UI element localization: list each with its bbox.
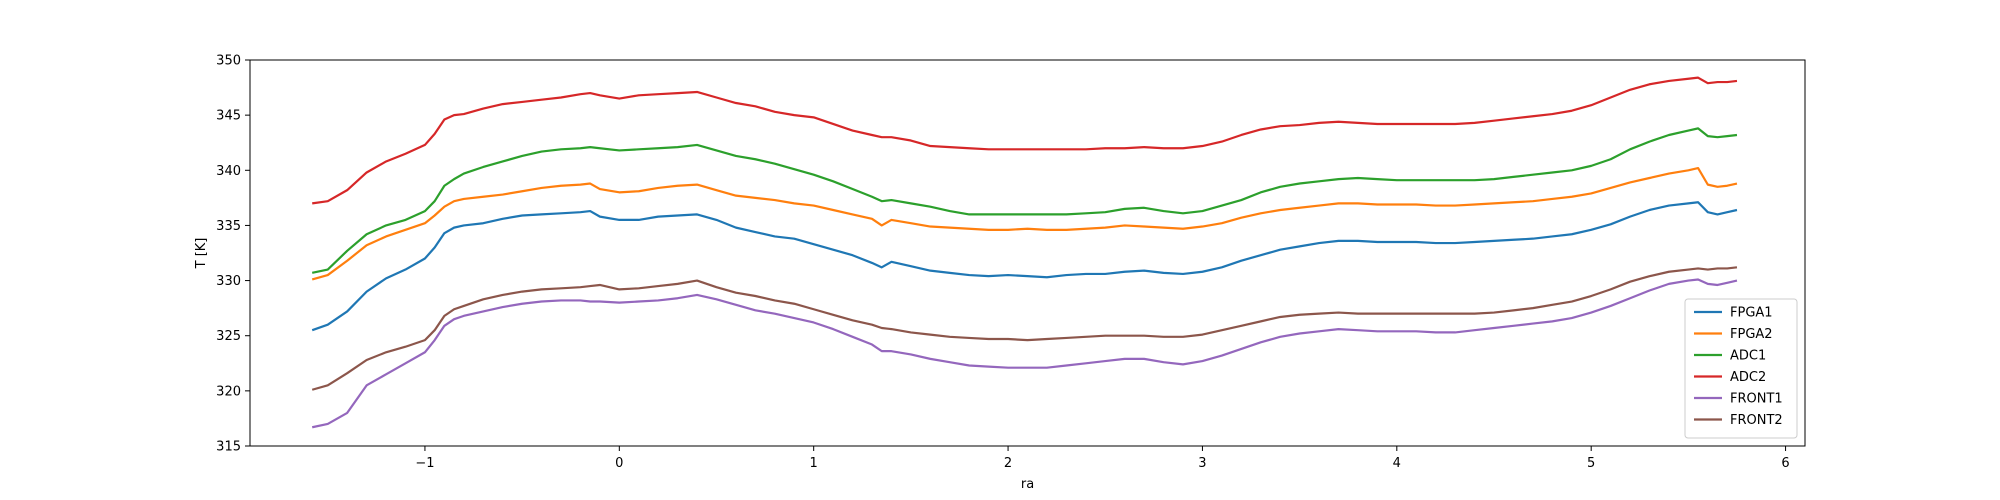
series-line-front2 bbox=[311, 266, 1738, 391]
x-tick-label: 6 bbox=[1781, 456, 1789, 471]
x-axis: −1 0 1 2 3 4 5 6 bbox=[415, 446, 1790, 471]
legend-label-adc1: ADC1 bbox=[1730, 349, 1766, 364]
series-line-front1 bbox=[311, 278, 1738, 429]
x-tick-label: 4 bbox=[1393, 456, 1401, 471]
x-tick-label: 2 bbox=[1004, 456, 1012, 471]
legend-label-fpga1: FPGA1 bbox=[1730, 306, 1773, 321]
legend: FPGA1 FPGA2 ADC1 ADC2 FRONT1 FRONT2 bbox=[1684, 298, 1798, 439]
y-tick-label: 340 bbox=[216, 164, 241, 179]
x-tick-label: 0 bbox=[615, 456, 623, 471]
x-tick-label: −1 bbox=[415, 456, 434, 471]
x-tick-label: 1 bbox=[810, 456, 818, 471]
y-tick-label: 345 bbox=[216, 109, 241, 124]
series-line-fpga2 bbox=[311, 166, 1738, 281]
y-tick-label: 315 bbox=[216, 440, 241, 455]
x-tick-label: 5 bbox=[1587, 456, 1595, 471]
legend-label-adc2: ADC2 bbox=[1730, 370, 1766, 385]
legend-label-front2: FRONT2 bbox=[1730, 413, 1783, 428]
y-tick-label: 335 bbox=[216, 219, 241, 234]
series-line-fpga1 bbox=[311, 201, 1738, 332]
y-axis-label: T [K] bbox=[194, 238, 209, 270]
series-line-adc1 bbox=[311, 127, 1738, 274]
series-layer bbox=[311, 76, 1738, 429]
y-tick-label: 350 bbox=[216, 54, 241, 69]
x-tick-label: 3 bbox=[1198, 456, 1206, 471]
legend-label-fpga2: FPGA2 bbox=[1730, 327, 1773, 342]
y-tick-label: 330 bbox=[216, 274, 241, 289]
y-tick-label: 320 bbox=[216, 384, 241, 399]
y-tick-label: 325 bbox=[216, 329, 241, 344]
x-axis-label: ra bbox=[1021, 477, 1034, 492]
plot-frame bbox=[249, 59, 1806, 447]
series-line-adc2 bbox=[312, 76, 1738, 205]
legend-label-front1: FRONT1 bbox=[1730, 392, 1783, 407]
y-axis: 315 320 325 330 335 340 345 350 bbox=[216, 54, 250, 455]
